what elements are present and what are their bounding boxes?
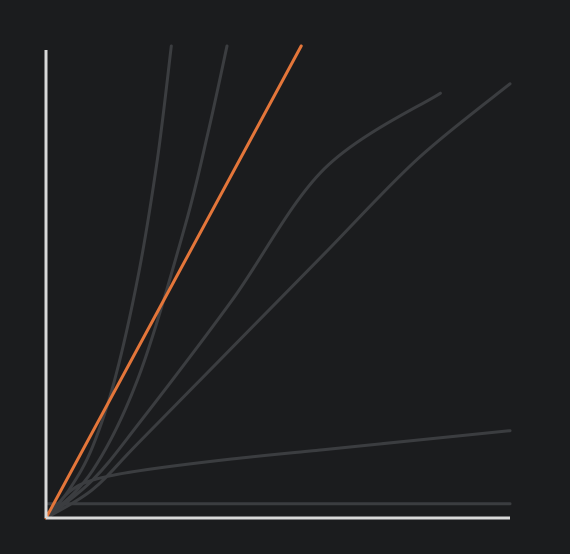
curves-group xyxy=(44,44,512,520)
curve-superlinear xyxy=(44,91,442,520)
curve-linear xyxy=(44,44,303,520)
curve-exponential xyxy=(44,44,173,520)
curve-linearithmic xyxy=(44,82,512,520)
curve-logarithmic xyxy=(44,429,512,520)
